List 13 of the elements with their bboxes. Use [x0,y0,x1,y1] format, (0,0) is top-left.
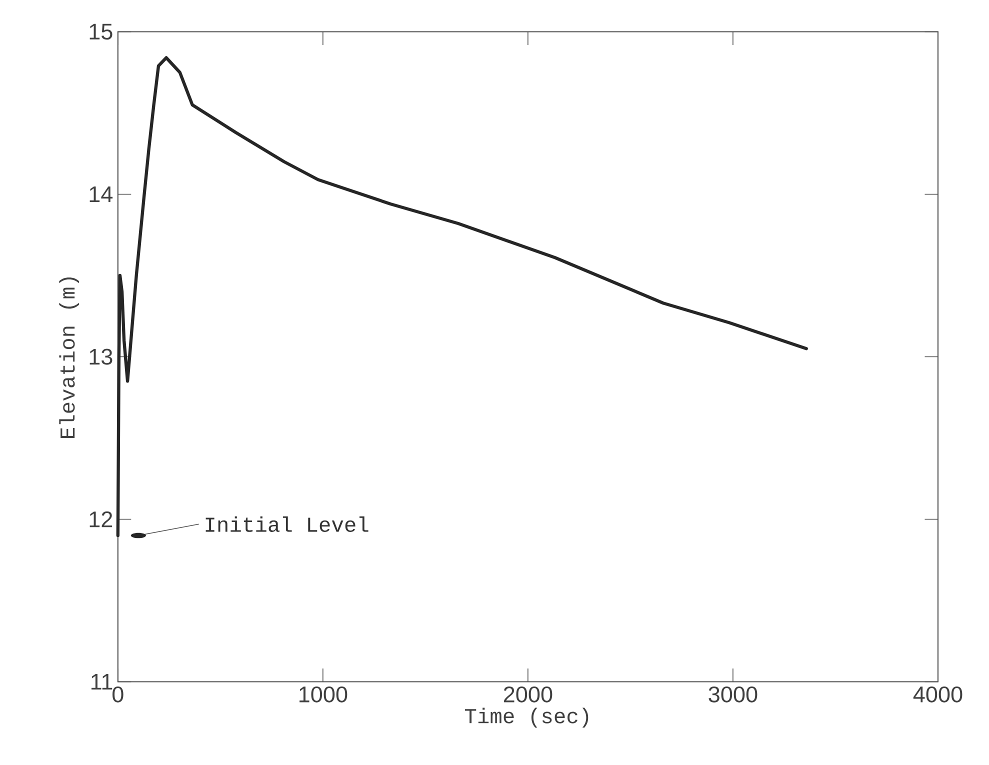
annotation: Initial Level [206,516,368,532]
x-tick-label: 2000 [504,686,552,702]
x-tick-label: 3000 [708,686,758,702]
x-tick-label: 4000 [913,686,962,702]
y-tick-label: 12 [90,511,112,528]
x-tick-label: 1000 [300,686,348,702]
y-tick-label: 11 [92,674,112,690]
y-tick-label: 13 [90,348,112,365]
y-tick-label: 14 [90,186,113,202]
y-tick-label: 15 [90,24,112,40]
x-axis-title: Time (sec) [464,708,588,728]
y-axis-title: Elevation (m) [59,277,79,438]
x-tick-label: 0 [112,686,124,702]
